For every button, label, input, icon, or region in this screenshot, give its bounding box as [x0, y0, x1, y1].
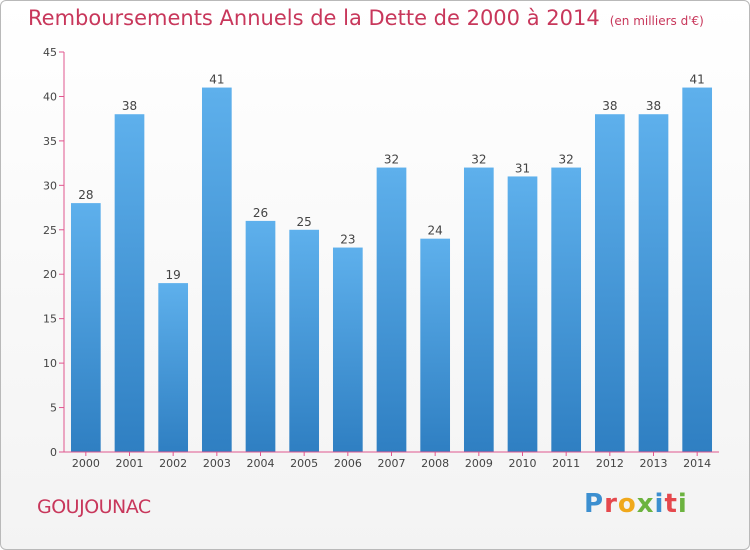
data-label: 38	[646, 99, 661, 113]
y-tick-label: 25	[43, 224, 57, 237]
bar-2008	[420, 238, 451, 452]
data-label: 41	[209, 73, 224, 87]
logo-letter: P	[584, 489, 605, 519]
data-label: 38	[122, 99, 137, 113]
data-label: 38	[602, 99, 617, 113]
y-tick-label: 5	[50, 402, 57, 415]
bar-2013	[638, 114, 669, 452]
y-tick-label: 35	[43, 135, 57, 148]
x-tick-label: 2007	[378, 457, 406, 470]
data-label: 25	[297, 215, 312, 229]
x-tick-label: 2005	[290, 457, 318, 470]
logo-letter: r	[604, 489, 618, 519]
logo-letter: t	[664, 489, 678, 519]
y-axis: 0 5 10 15 20 25 30 35 40 45	[43, 46, 65, 459]
x-tick-label: 2000	[72, 457, 100, 470]
data-label: 32	[471, 153, 486, 167]
x-tick-label: 2014	[683, 457, 711, 470]
bar-2000	[70, 203, 101, 452]
logo-letter: o	[617, 489, 637, 519]
x-tick-label: 2003	[203, 457, 231, 470]
x-tick-label: 2002	[159, 457, 187, 470]
chart-title-text: Remboursements Annuels de la Dette de 20…	[28, 6, 600, 30]
data-label: 23	[340, 233, 355, 247]
data-label: 32	[384, 153, 399, 167]
bar-2007	[376, 167, 407, 453]
data-label: 28	[78, 188, 93, 202]
x-tick-label: 2013	[640, 457, 668, 470]
y-tick-label: 10	[43, 357, 57, 370]
proxiti-logo: Proxiti	[584, 489, 688, 519]
bar-2012	[594, 114, 625, 452]
logo-letter: i	[677, 489, 688, 519]
data-label: 19	[166, 268, 181, 282]
x-tick-label: 2010	[509, 457, 537, 470]
bar-2003	[201, 87, 232, 453]
bar-2014	[682, 87, 713, 453]
x-axis: 2000 2001 2002 2003 2004 2005 2006 2007 2008 2009…	[64, 451, 719, 470]
chart-title: Remboursements Annuels de la Dette de 20…	[28, 6, 704, 30]
data-label: 31	[515, 161, 530, 175]
data-label: 24	[428, 224, 443, 238]
chart-unit: (en milliers d'€)	[609, 14, 704, 28]
logo-letter: i	[654, 489, 665, 519]
x-tick-label: 2008	[421, 457, 449, 470]
x-tick-label: 2011	[552, 457, 580, 470]
y-tick-label: 15	[43, 313, 57, 326]
x-tick-label: 2004	[247, 457, 275, 470]
bar-2011	[551, 167, 582, 453]
x-tick-label: 2012	[596, 457, 624, 470]
y-tick-label: 0	[50, 446, 57, 459]
y-tick-label: 20	[43, 268, 57, 281]
bar-2009	[463, 167, 494, 453]
data-label: 26	[253, 206, 268, 220]
bar-2001	[114, 114, 145, 452]
x-tick-label: 2001	[116, 457, 144, 470]
bar-2004	[245, 220, 276, 452]
bar-2010	[507, 176, 538, 452]
logo-letter: x	[636, 489, 655, 519]
x-tick-label: 2006	[334, 457, 362, 470]
y-tick-label: 30	[43, 179, 57, 192]
bar-2005	[289, 229, 320, 452]
y-tick-label: 45	[43, 46, 57, 59]
bar-2002	[158, 283, 189, 452]
commune-name: GOUJOUNAC	[37, 496, 151, 518]
y-tick-label: 40	[43, 90, 57, 103]
bars: 28 38 19 41 26 25 23 32 24 32 31 32 38 38 41	[70, 73, 713, 453]
x-tick-label: 2009	[465, 457, 493, 470]
data-label: 41	[690, 73, 705, 87]
bar-2006	[332, 247, 363, 452]
data-label: 32	[559, 153, 574, 167]
